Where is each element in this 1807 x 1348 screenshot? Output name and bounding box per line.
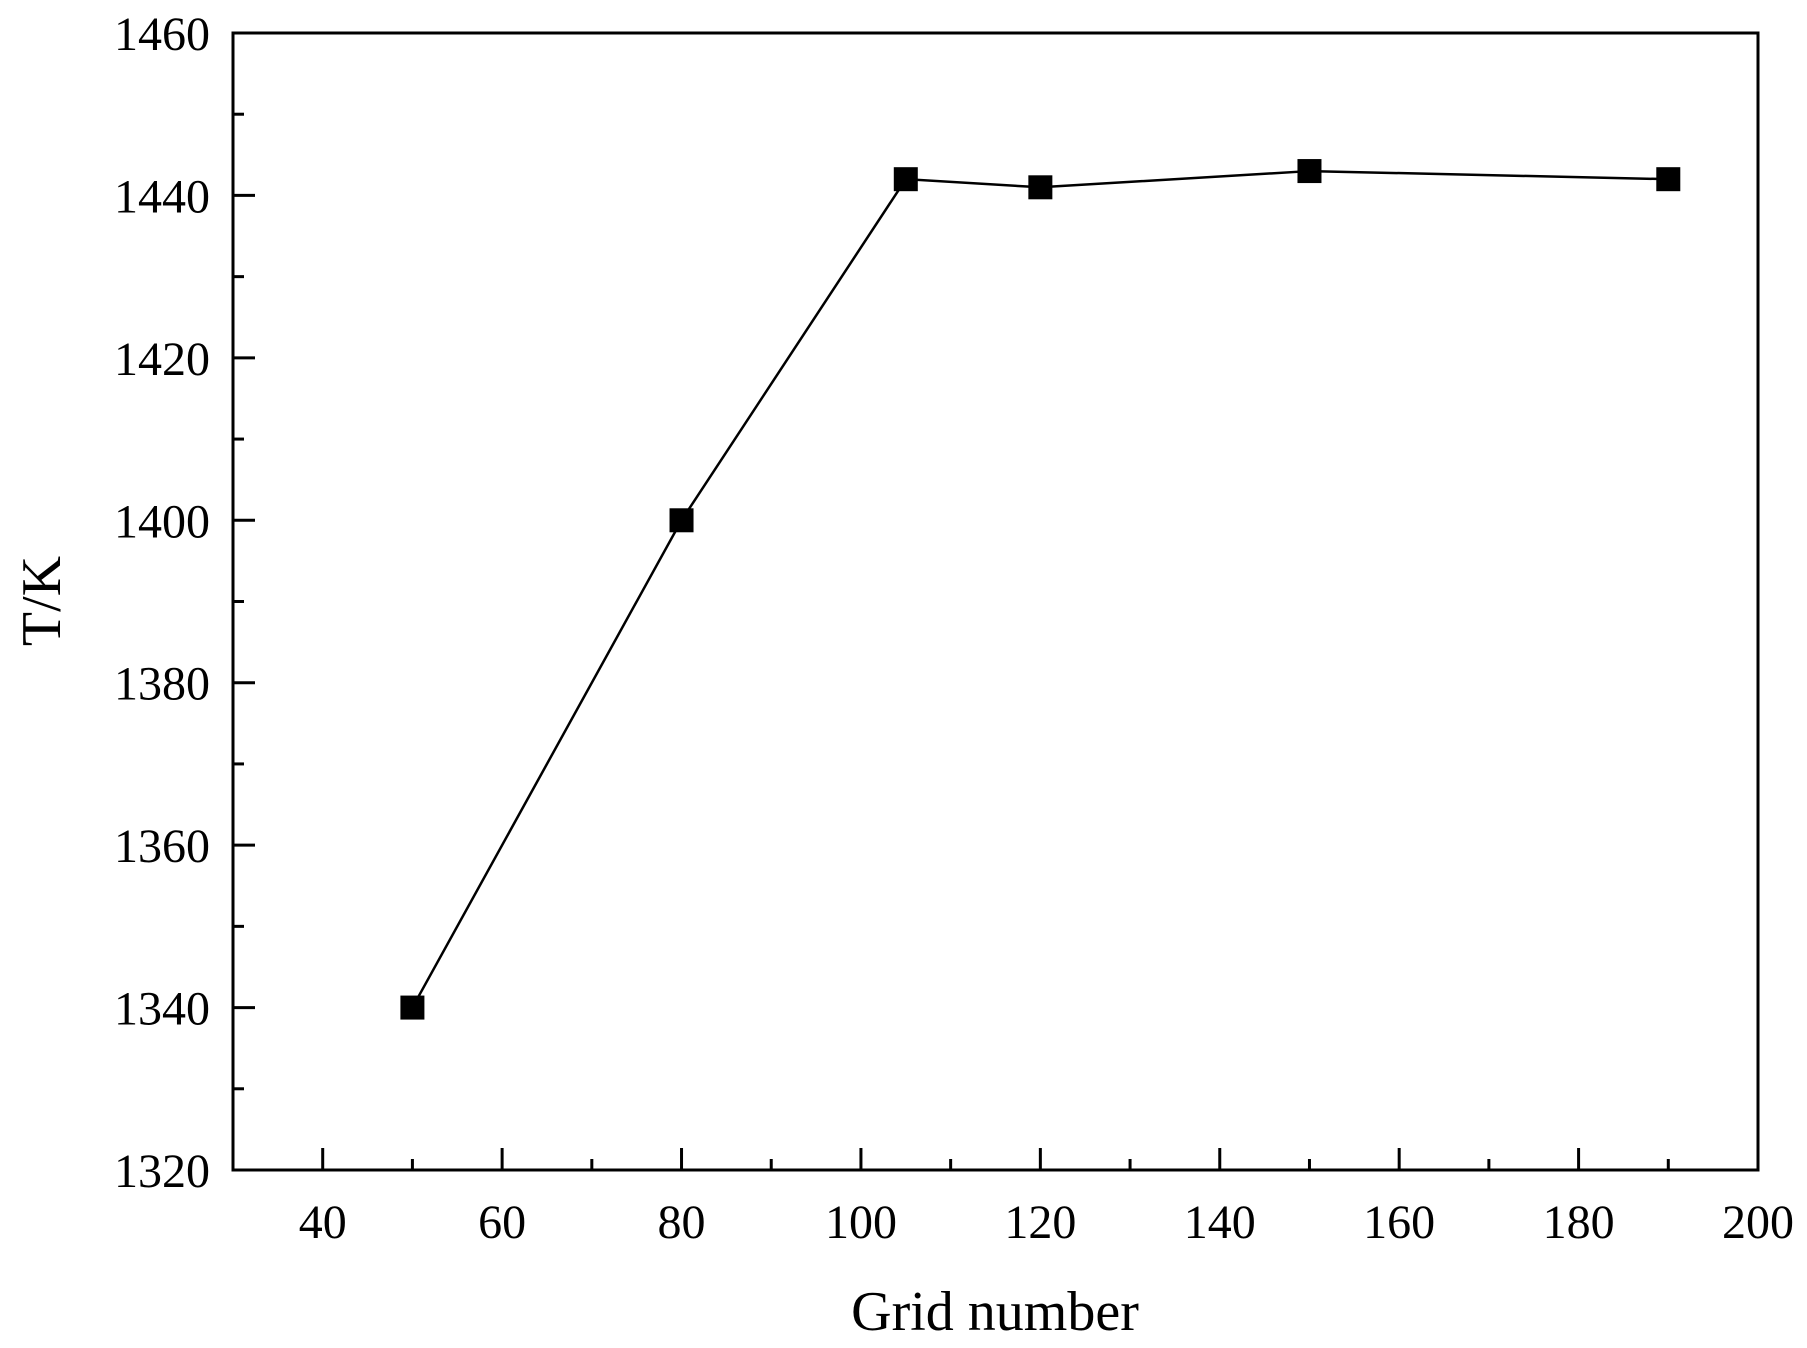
series-group: [400, 159, 1681, 1020]
data-point: [669, 508, 694, 533]
y-tick-label: 1340: [114, 983, 210, 1036]
y-tick-label: 1360: [114, 820, 210, 873]
data-point: [1656, 167, 1681, 192]
x-tick-label: 60: [478, 1196, 526, 1249]
x-tick-label: 200: [1722, 1196, 1794, 1249]
data-point: [1297, 159, 1322, 184]
data-point: [400, 995, 425, 1020]
data-point: [893, 167, 918, 192]
y-tick-label: 1400: [114, 495, 210, 548]
x-tick-label: 160: [1363, 1196, 1435, 1249]
y-tick-label: 1460: [114, 8, 210, 61]
series-line: [411, 169, 1669, 1009]
x-tick-label: 80: [658, 1196, 706, 1249]
x-tick-label: 120: [1004, 1196, 1076, 1249]
plot-frame: [231, 31, 1760, 1172]
x-tick-label: 100: [825, 1196, 897, 1249]
x-tick-label: 40: [299, 1196, 347, 1249]
y-tick-label: 1420: [114, 333, 210, 386]
x-axis-title: Grid number: [851, 1281, 1139, 1343]
x-axis-ticks: 40 60 80 100 120 140 160 180 200: [231, 1148, 1794, 1249]
x-tick-label: 180: [1543, 1196, 1615, 1249]
data-point: [1028, 175, 1053, 200]
y-axis-title: T/K: [11, 556, 73, 646]
y-tick-label: 1440: [114, 170, 210, 223]
y-axis-ticks: 1320 1340 1360 1380 1400 1420 1440 1460: [114, 8, 255, 1198]
x-tick-label: 140: [1184, 1196, 1256, 1249]
y-tick-label: 1380: [114, 658, 210, 711]
y-tick-label: 1320: [114, 1145, 210, 1198]
